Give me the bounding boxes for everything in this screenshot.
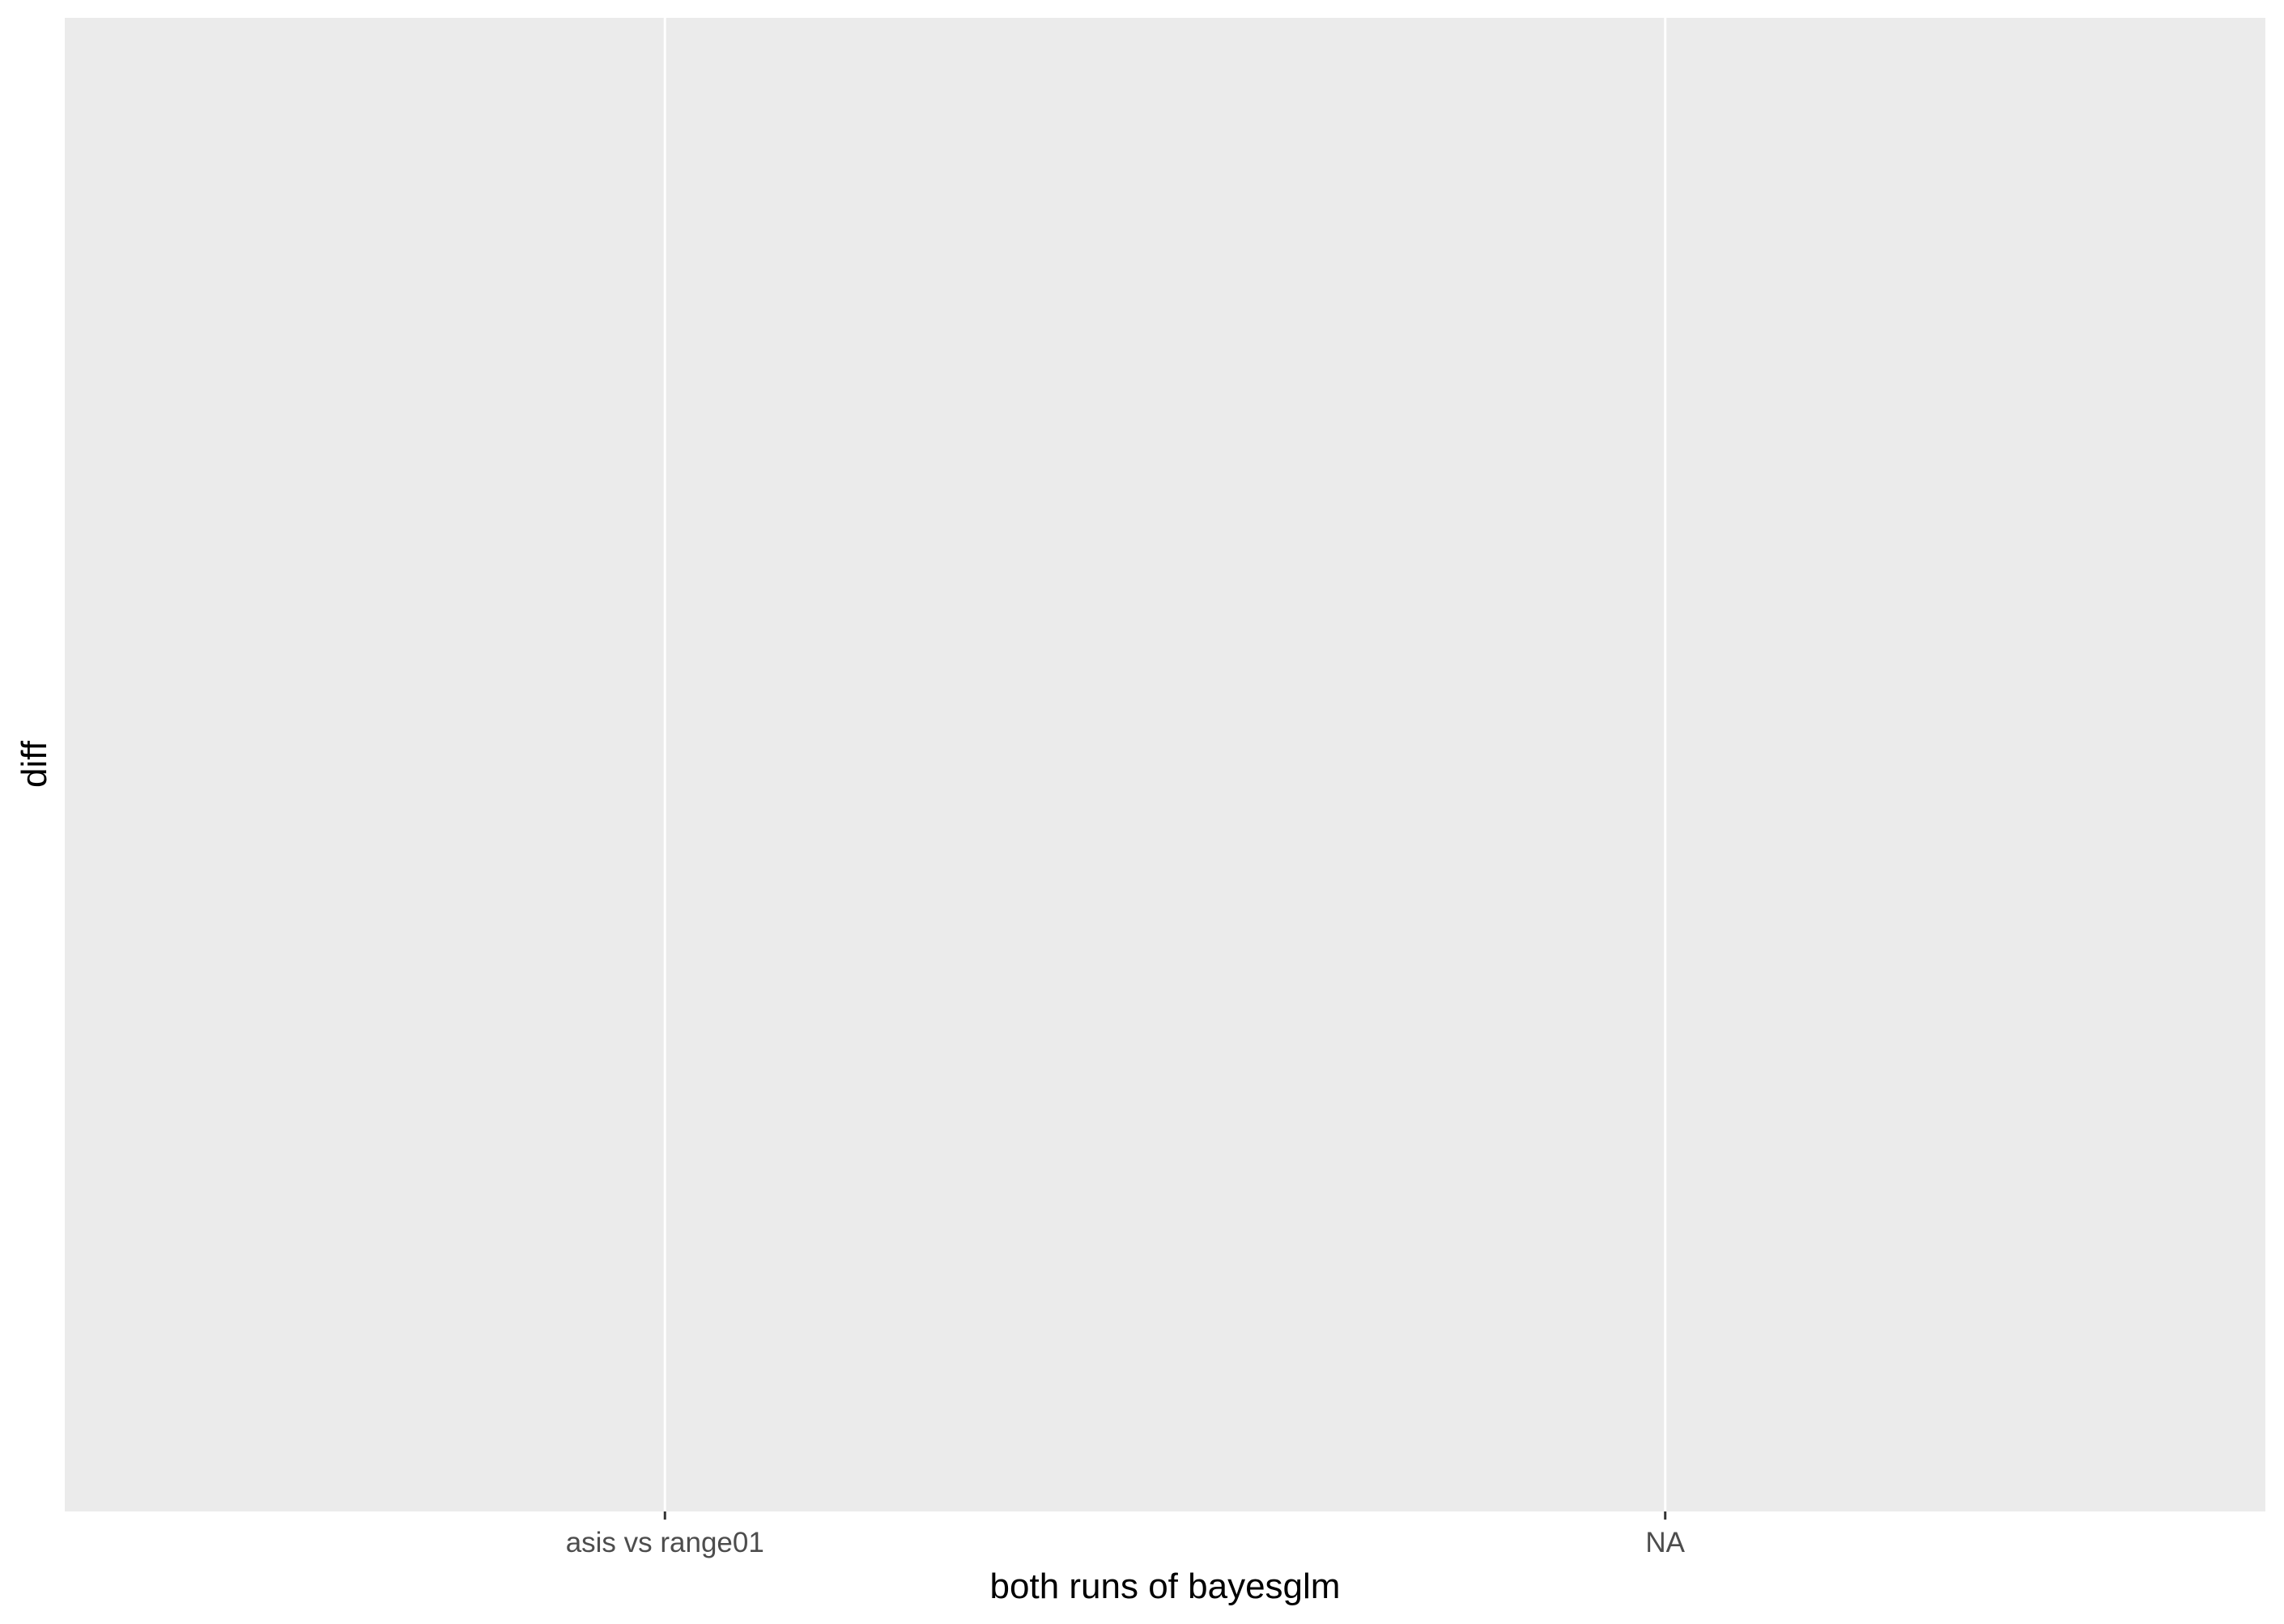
plot-panel (65, 18, 2265, 1511)
gridlines (663, 18, 1667, 1511)
x-tick-label: NA (1645, 1527, 1685, 1558)
x-axis-title: both runs of bayesglm (990, 1567, 1341, 1606)
y-axis-title: diff (15, 740, 54, 788)
x-axis-ticks (663, 1511, 1667, 1520)
x-tick-label: asis vs range01 (566, 1527, 764, 1558)
x-axis-tick-labels: asis vs range01 NA (566, 1527, 1686, 1558)
